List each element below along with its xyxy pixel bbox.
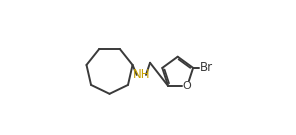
- Text: O: O: [183, 81, 192, 91]
- Text: NH: NH: [133, 68, 151, 81]
- Text: Br: Br: [200, 61, 213, 74]
